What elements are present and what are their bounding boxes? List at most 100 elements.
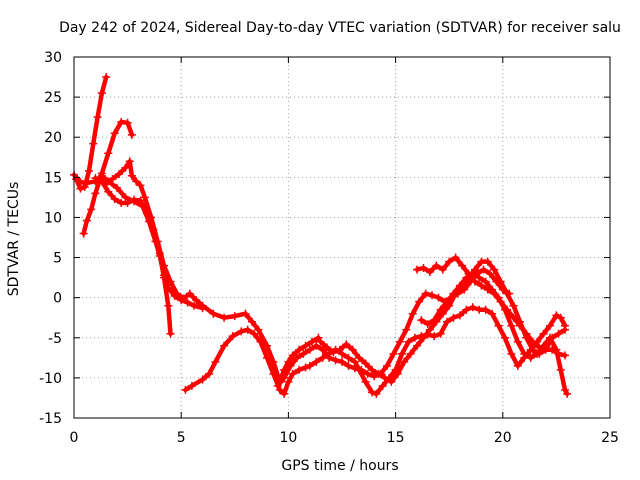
data-point-marker bbox=[513, 337, 522, 346]
data-point-marker bbox=[160, 261, 169, 270]
data-point-marker bbox=[211, 357, 220, 366]
series-trace bbox=[275, 267, 512, 389]
data-point-marker bbox=[179, 294, 188, 303]
data-point-marker bbox=[507, 321, 516, 330]
data-point-marker bbox=[451, 253, 460, 262]
data-point-marker bbox=[230, 312, 239, 321]
data-point-marker bbox=[368, 388, 377, 397]
data-point-marker bbox=[449, 289, 458, 298]
data-point-marker bbox=[419, 263, 428, 272]
data-point-marker bbox=[406, 349, 415, 358]
data-point-marker bbox=[286, 361, 295, 370]
data-point-marker bbox=[389, 349, 398, 358]
grid-layer bbox=[74, 57, 610, 418]
y-tick-label: 25 bbox=[44, 90, 62, 106]
data-point-marker bbox=[288, 351, 297, 360]
data-point-marker bbox=[355, 353, 364, 362]
data-point-marker bbox=[443, 297, 452, 306]
data-point-marker bbox=[434, 293, 443, 302]
data-point-marker bbox=[316, 337, 325, 346]
data-point-marker bbox=[256, 337, 265, 346]
data-point-marker bbox=[91, 189, 100, 198]
data-point-marker bbox=[455, 311, 464, 320]
data-point-marker bbox=[97, 177, 106, 186]
y-tick-label: 5 bbox=[53, 251, 62, 267]
data-point-marker bbox=[363, 369, 372, 378]
data-point-marker bbox=[507, 349, 516, 358]
data-point-marker bbox=[395, 337, 404, 346]
series-trace bbox=[103, 159, 321, 385]
data-point-marker bbox=[560, 325, 569, 334]
data-point-marker bbox=[528, 337, 537, 346]
data-point-marker bbox=[269, 369, 278, 378]
plot-frame bbox=[73, 56, 611, 419]
data-point-marker bbox=[318, 345, 327, 354]
data-point-marker bbox=[387, 377, 396, 386]
data-point-marker bbox=[413, 341, 422, 350]
data-point-marker bbox=[393, 369, 402, 378]
data-point-marker bbox=[82, 216, 91, 225]
data-point-marker bbox=[250, 329, 259, 338]
data-point-marker bbox=[205, 369, 214, 378]
data-point-marker bbox=[423, 320, 432, 329]
data-point-marker bbox=[494, 293, 503, 302]
data-point-marker bbox=[430, 316, 439, 325]
data-point-marker bbox=[408, 309, 417, 318]
data-point-marker bbox=[331, 356, 340, 365]
data-point-marker bbox=[528, 345, 537, 354]
data-point-marker bbox=[402, 325, 411, 334]
data-point-marker bbox=[322, 343, 331, 352]
data-point-marker bbox=[417, 316, 426, 325]
data-point-marker bbox=[338, 357, 346, 366]
data-point-marker bbox=[181, 385, 190, 394]
data-point-marker bbox=[348, 345, 357, 354]
data-point-marker bbox=[470, 265, 479, 274]
data-point-marker bbox=[187, 381, 196, 390]
data-point-marker bbox=[190, 301, 199, 310]
data-point-marker bbox=[503, 289, 512, 298]
data-point-marker bbox=[425, 325, 434, 334]
data-point-marker bbox=[513, 361, 522, 370]
data-point-marker bbox=[488, 309, 497, 318]
data-point-marker bbox=[147, 213, 156, 222]
data-point-marker bbox=[254, 325, 263, 334]
x-tick-label: 5 bbox=[177, 430, 186, 446]
data-point-marker bbox=[458, 261, 467, 270]
data-point-marker bbox=[526, 353, 535, 362]
data-point-marker bbox=[494, 321, 503, 330]
axis-layer: 0 5 10 15 20 25 -15 -10 -5 0 5 10 15 20 25 30 bbox=[39, 50, 619, 446]
data-point-marker bbox=[183, 298, 192, 307]
data-point-marker bbox=[104, 187, 113, 196]
data-point-marker bbox=[445, 257, 454, 266]
data-point-marker bbox=[220, 341, 229, 350]
y-tick-label: 30 bbox=[44, 50, 62, 66]
data-point-marker bbox=[500, 333, 509, 342]
data-point-marker bbox=[127, 171, 136, 180]
data-point-marker bbox=[443, 317, 452, 326]
data-point-marker bbox=[280, 373, 289, 382]
data-point-marker bbox=[378, 381, 387, 390]
data-point-marker bbox=[93, 113, 102, 122]
x-tick-label: 20 bbox=[494, 430, 512, 446]
y-tick-label: 0 bbox=[53, 291, 62, 307]
data-series-arc3 bbox=[79, 117, 136, 238]
data-point-marker bbox=[432, 261, 441, 270]
data-point-marker bbox=[374, 369, 383, 378]
data-point-marker bbox=[280, 389, 289, 398]
data-point-marker bbox=[76, 184, 85, 193]
data-point-marker bbox=[314, 333, 323, 342]
data-point-marker bbox=[89, 139, 98, 148]
x-axis-label: GPS time / hours bbox=[281, 458, 398, 474]
data-point-marker bbox=[383, 361, 392, 370]
data-point-marker bbox=[198, 375, 207, 384]
data-point-marker bbox=[136, 196, 145, 205]
data-point-marker bbox=[237, 327, 246, 336]
data-point-marker bbox=[415, 297, 424, 306]
data-point-marker bbox=[110, 194, 119, 203]
y-tick-label: 20 bbox=[44, 130, 62, 146]
data-point-marker bbox=[372, 389, 381, 398]
data-point-marker bbox=[241, 309, 250, 318]
data-point-marker bbox=[428, 291, 437, 300]
data-point-marker bbox=[539, 341, 548, 350]
